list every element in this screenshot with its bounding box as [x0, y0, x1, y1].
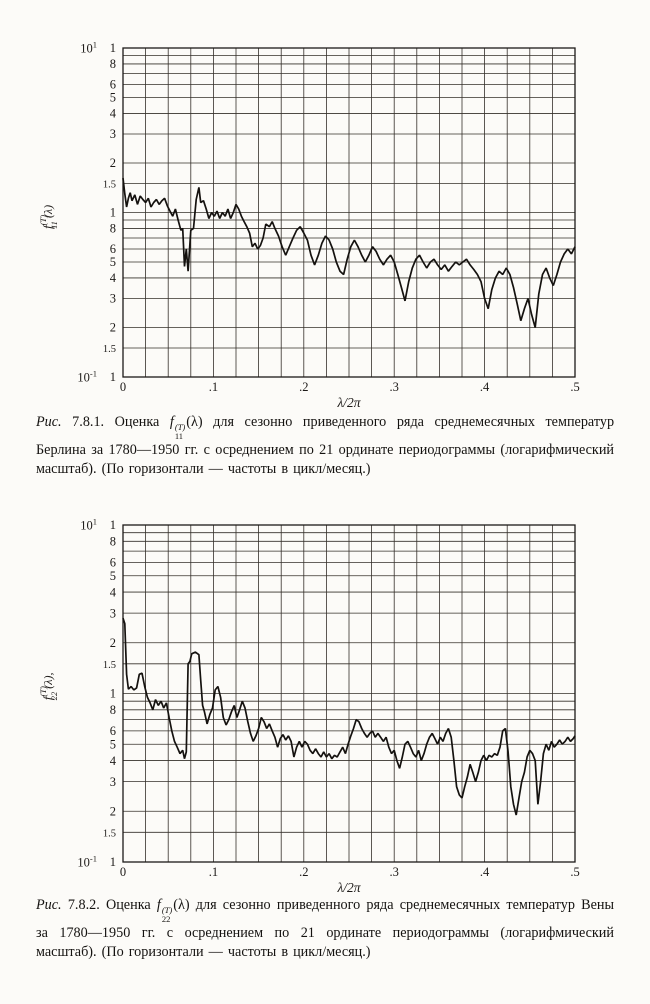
svg-text:.5: .5: [570, 380, 579, 394]
svg-text:0: 0: [120, 865, 126, 879]
formula-superscript: (T): [174, 421, 186, 432]
y-axis-power-bottom: 10-1: [77, 854, 97, 870]
svg-text:1: 1: [110, 518, 116, 532]
figure-number: 7.8.2.: [67, 897, 100, 913]
svg-text:4: 4: [110, 271, 117, 285]
plot-frame: [122, 47, 576, 378]
svg-text:1: 1: [110, 370, 116, 384]
svg-text:.4: .4: [480, 865, 490, 879]
svg-text:4: 4: [110, 107, 117, 121]
svg-text:6: 6: [110, 78, 116, 92]
svg-text:6: 6: [110, 242, 116, 256]
svg-text:1: 1: [110, 855, 116, 869]
svg-text:0: 0: [120, 380, 126, 394]
svg-text:8: 8: [110, 535, 116, 549]
formula-argument: (λ): [173, 897, 190, 913]
chart-svg: 18654321.518654321.5110110-10.1.2.3.4.5λ…: [38, 517, 580, 896]
figure-7-8-2-chart: 1 8 6 5 4 3 2 1.5 1 8 6 5 4 3 2 1.5 1 101 10-1 0.1.2.3.4.5 λ…: [30, 506, 622, 907]
figure-number: 7.8.1.: [72, 414, 105, 430]
spectral-density-curve: [122, 177, 576, 328]
y-axis-title: f(T)11(λ): [38, 205, 59, 229]
formula-argument: (λ): [186, 414, 203, 430]
svg-text:4: 4: [110, 585, 117, 599]
caption-fig-word: Рис.: [36, 414, 62, 430]
svg-text:5: 5: [110, 737, 116, 751]
svg-text:5: 5: [110, 255, 116, 269]
figure-7-8-1-chart: 1 8 6 5 4 3 2 1.5 1 8 6 5 4 3 2 1.5 1 101 10-1 0.1.2.3.4.5 λ…: [30, 33, 622, 420]
svg-text:1.5: 1.5: [103, 829, 116, 840]
chart-svg: 18654321.518654321.5110110-10.1.2.3.4.5λ…: [38, 40, 580, 411]
formula-scripts: (T) 22: [161, 904, 173, 924]
formula-subscript: 22: [161, 913, 171, 924]
svg-text:.1: .1: [209, 380, 218, 394]
x-axis-title: λ/2π: [336, 395, 361, 410]
figure-7-8-1-caption: Рис. 7.8.1. Оценка f (T) 11 (λ) для сезонно…: [36, 413, 614, 479]
svg-text:8: 8: [110, 703, 116, 717]
svg-text:6: 6: [110, 724, 116, 738]
svg-text:3: 3: [110, 606, 116, 620]
formula-f11: f (T) 11 (λ): [169, 414, 203, 440]
svg-text:4: 4: [110, 754, 117, 768]
formula-scripts: (T) 11: [174, 421, 186, 441]
y-axis-power-bottom: 10-1: [77, 369, 97, 385]
svg-text:8: 8: [110, 222, 116, 236]
svg-text:.3: .3: [390, 865, 399, 879]
formula-base: f: [169, 414, 174, 430]
grid-lines: [122, 524, 576, 863]
svg-text:3: 3: [110, 775, 116, 789]
svg-text:5: 5: [110, 91, 116, 105]
svg-text:.2: .2: [299, 380, 308, 394]
svg-text:.2: .2: [299, 865, 308, 879]
figure-7-8-2-caption: Рис. 7.8.2. Оценка f (T) 22 (λ) для сезонно…: [36, 896, 614, 962]
x-axis-title: λ/2π: [336, 880, 361, 895]
x-axis-labels: 0 .1 .2 .3 .4 .5: [120, 380, 580, 394]
svg-text:2: 2: [110, 156, 116, 170]
svg-text:2: 2: [110, 321, 116, 335]
plot-frame: [122, 524, 576, 863]
svg-text:5: 5: [110, 569, 116, 583]
svg-text:1.5: 1.5: [103, 344, 116, 355]
svg-text:.4: .4: [480, 380, 490, 394]
formula-f22: f (T) 22 (λ): [156, 897, 190, 923]
svg-text:2: 2: [110, 636, 116, 650]
formula-base: f: [156, 897, 161, 913]
svg-text:2: 2: [110, 804, 116, 818]
svg-text:3: 3: [110, 292, 116, 306]
svg-text:1: 1: [110, 41, 116, 55]
grid-lines: [122, 47, 576, 378]
spectral-density-curve: [122, 617, 576, 816]
svg-text:1.5: 1.5: [103, 660, 116, 671]
svg-text:1: 1: [110, 206, 116, 220]
y-axis-power-top: 101: [80, 517, 97, 533]
formula-superscript: (T): [161, 904, 173, 915]
x-axis-labels: 0 .1 .2 .3 .4 .5: [120, 865, 580, 879]
caption-body: для сезонно приведенного ряда среднемеся…: [36, 414, 615, 477]
svg-text:.1: .1: [209, 865, 218, 879]
caption-fig-word: Рис.: [36, 897, 62, 913]
y-axis-title: f(T)22(λ),: [38, 673, 59, 701]
svg-text:.3: .3: [390, 380, 399, 394]
caption-body: для сезонно приведенного ряда среднемеся…: [36, 897, 615, 960]
svg-text:3: 3: [110, 127, 116, 141]
caption-lead: Оценка: [105, 897, 151, 913]
y-axis-power-top: 101: [80, 40, 97, 56]
svg-text:.5: .5: [570, 865, 579, 879]
svg-text:8: 8: [110, 57, 116, 71]
caption-lead: Оценка: [114, 414, 160, 430]
formula-subscript: 11: [174, 430, 184, 441]
svg-text:1.5: 1.5: [103, 180, 116, 191]
svg-text:6: 6: [110, 556, 116, 570]
svg-text:1: 1: [110, 687, 116, 701]
